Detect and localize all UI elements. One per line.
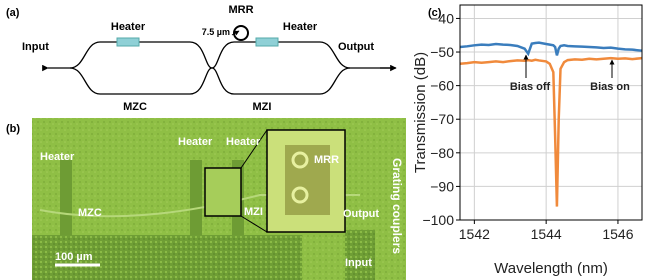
- y-tick-label: −50: [430, 44, 454, 60]
- label: Heater: [178, 136, 213, 148]
- label: MZI: [253, 101, 272, 113]
- micrograph: (b) Heater Heater Heater MRR MZC MZI Out…: [6, 118, 406, 280]
- annotation: Bias on: [590, 81, 630, 93]
- x-tick-label: 1542: [459, 226, 490, 242]
- y-tick-label: −100: [422, 212, 454, 228]
- label: Grating couplers: [390, 158, 404, 254]
- label: 100 µm: [55, 251, 93, 263]
- waveguide: [70, 68, 350, 94]
- heater: [256, 38, 278, 46]
- label: Heater: [40, 151, 75, 163]
- figure: (a) Heater MRR 7.5 µm Heater Input Outpu…: [0, 0, 662, 280]
- y-tick-label: −60: [430, 78, 454, 94]
- label: 7.5 µm: [202, 27, 230, 37]
- panel-label: (a): [6, 7, 20, 19]
- metal-line: [60, 160, 72, 235]
- annotation: Bias off: [510, 81, 551, 93]
- panel-label: (b): [6, 123, 20, 135]
- label: MRR: [314, 154, 339, 166]
- y-axis-label: Transmission (dB): [412, 52, 429, 173]
- label: MRR: [228, 4, 253, 16]
- y-tick-label: −80: [430, 145, 454, 161]
- y-tick-label: −70: [430, 111, 454, 127]
- metal-line: [190, 160, 202, 235]
- label: MZC: [123, 101, 147, 113]
- label: Output: [338, 41, 374, 53]
- schematic: (a) Heater MRR 7.5 µm Heater Input Outpu…: [6, 4, 396, 113]
- label: Heater: [283, 21, 318, 33]
- label: Input: [345, 257, 372, 269]
- label: Heater: [226, 136, 261, 148]
- x-tick-label: 1546: [602, 226, 633, 242]
- heater: [117, 38, 139, 46]
- label: MZC: [78, 207, 102, 219]
- label: MZI: [244, 206, 263, 218]
- label: Output: [343, 208, 379, 220]
- plot-frame: [460, 5, 642, 220]
- label: Input: [22, 41, 49, 53]
- zoom-box: [205, 168, 241, 216]
- y-tick-label: −40: [430, 10, 454, 26]
- metal-region: [345, 230, 375, 280]
- label: Heater: [111, 21, 146, 33]
- y-tick-label: −90: [430, 178, 454, 194]
- x-tick-label: 1544: [531, 226, 562, 242]
- x-axis-label: Wavelength (nm): [494, 260, 608, 277]
- series-line: [460, 43, 642, 56]
